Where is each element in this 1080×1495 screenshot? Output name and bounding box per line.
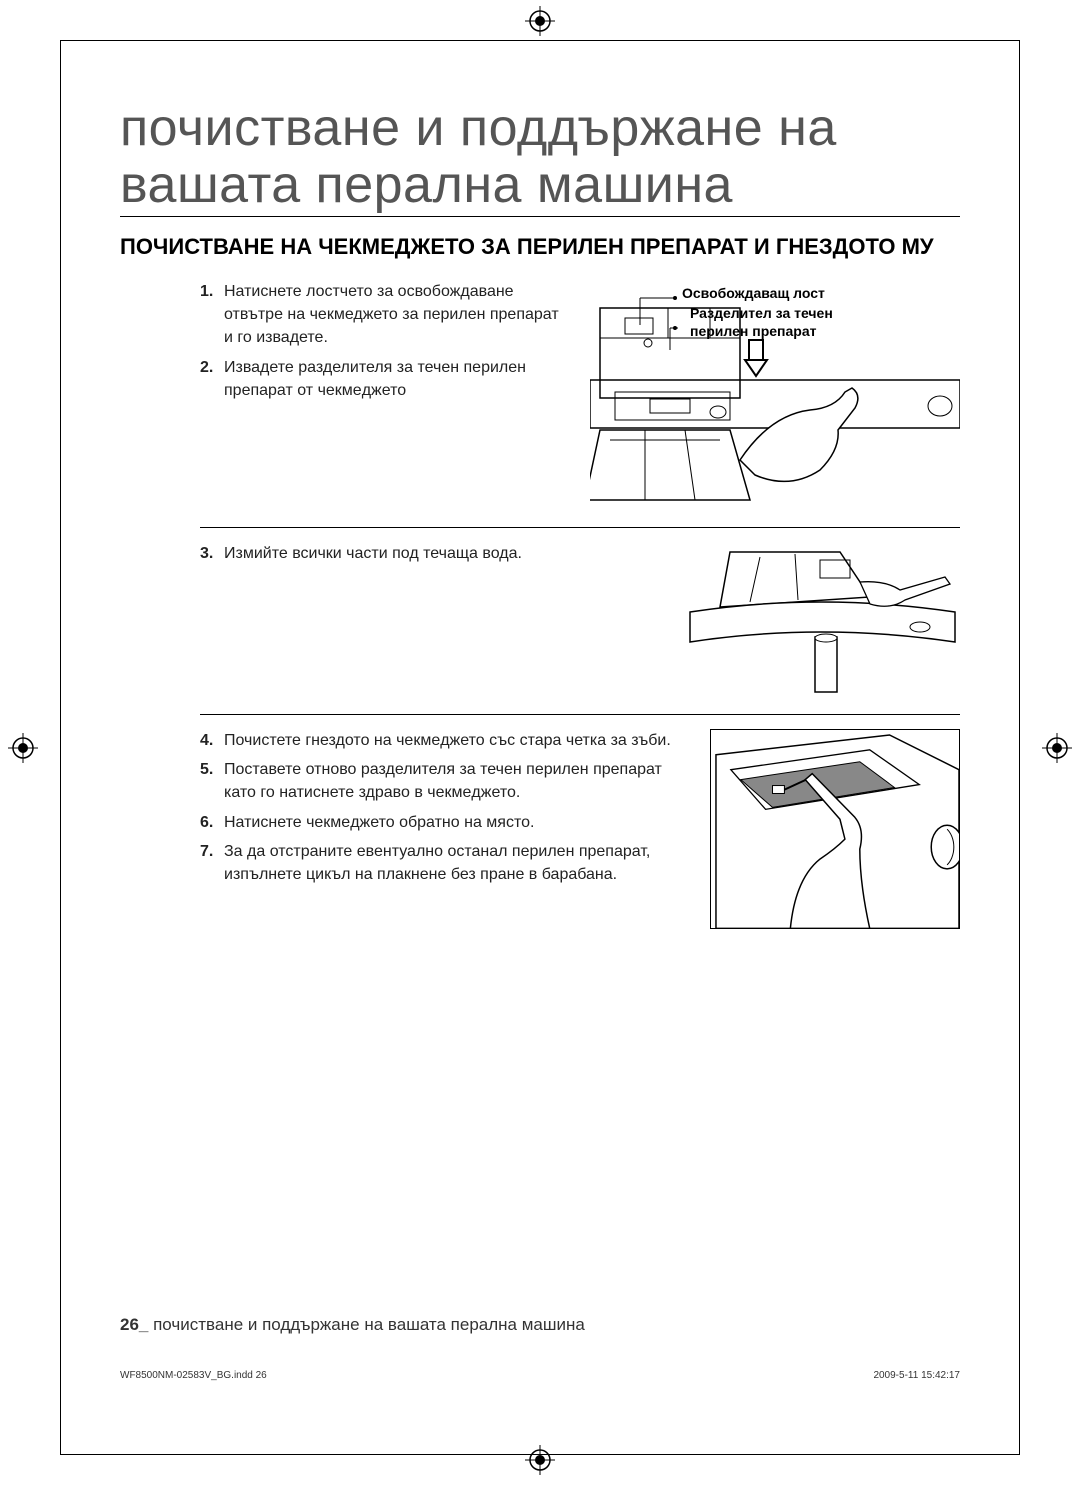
page-footer: 26_ почистване и поддържане на вашата пе… [120,1315,585,1335]
figure-1: Освобождаващ лост Разделител за течен пе… [590,280,960,515]
step-text: Натиснете лостчето за освобождаване отвъ… [224,280,570,350]
page-content: почистване и поддържане на вашата пералн… [120,100,960,1395]
step-text: Извадете разделителя за течен перилен пр… [224,356,570,402]
step-item: 3. Измийте всички части под течаща вода. [200,542,570,565]
step-text: Поставете отново разделителя за течен пе… [224,758,690,804]
block-1: 1. Натиснете лостчето за освобождаване о… [120,280,960,515]
step-item: 6. Натиснете чекмeджето обратно на място… [200,811,690,834]
steps-group-c: 4. Почистете гнездото на чекмeджето със … [200,729,690,929]
step-text: Почистете гнездото на чекмeджето със ста… [224,729,690,752]
callout-liquid-divider: Разделител за течен перилен препарат [690,304,880,340]
step-text: Натиснете чекмeджето обратно на място. [224,811,690,834]
step-number: 1. [200,280,224,350]
step-number: 7. [200,840,224,886]
registration-mark-icon [8,733,38,763]
registration-mark-icon [1042,733,1072,763]
step-number: 5. [200,758,224,804]
wash-parts-illustration-icon [590,542,960,702]
steps-group-a: 1. Натиснете лостчето за освобождаване о… [200,280,570,515]
steps-group-b: 3. Измийте всички части под течаща вода. [200,542,570,702]
step-number: 4. [200,729,224,752]
registration-mark-icon [525,6,555,36]
step-item: 7. За да отстраните евентуално останал п… [200,840,690,886]
figure-3 [710,729,960,929]
clean-recess-illustration-icon [711,730,959,928]
step-item: 5. Поставете отново разделителя за течен… [200,758,690,804]
divider-line [200,714,960,715]
imprint: WF8500NM-02583V_BG.indd 26 2009-5-11 15:… [120,1370,960,1381]
step-number: 6. [200,811,224,834]
page-number: 26_ [120,1315,148,1334]
section-heading: ПОЧИСТВАНЕ НА ЧЕКМЕДЖЕТО ЗА ПЕРИЛЕН ПРЕП… [120,233,960,262]
step-number: 3. [200,542,224,565]
step-text: Измийте всички части под течаща вода. [224,542,570,565]
block-2: 3. Измийте всички части под течаща вода. [120,542,960,702]
footer-text: почистване и поддържане на вашата пералн… [148,1315,584,1334]
imprint-date: 2009-5-11 15:42:17 [873,1370,960,1381]
block-3: 4. Почистете гнездото на чекмeджето със … [120,729,960,929]
figure-2 [590,542,960,702]
step-item: 4. Почистете гнездото на чекмeджето със … [200,729,690,752]
step-item: 1. Натиснете лостчето за освобождаване о… [200,280,570,350]
step-number: 2. [200,356,224,402]
divider-line [200,527,960,528]
step-text: За да отстраните евентуално останал пери… [224,840,690,886]
registration-mark-icon [525,1445,555,1475]
page-title: почистване и поддържане на вашата пералн… [120,100,960,217]
step-item: 2. Извадете разделителя за течен перилен… [200,356,570,402]
callout-release-lever: Освобождаващ лост [682,284,825,302]
imprint-file: WF8500NM-02583V_BG.indd 26 [120,1370,267,1381]
